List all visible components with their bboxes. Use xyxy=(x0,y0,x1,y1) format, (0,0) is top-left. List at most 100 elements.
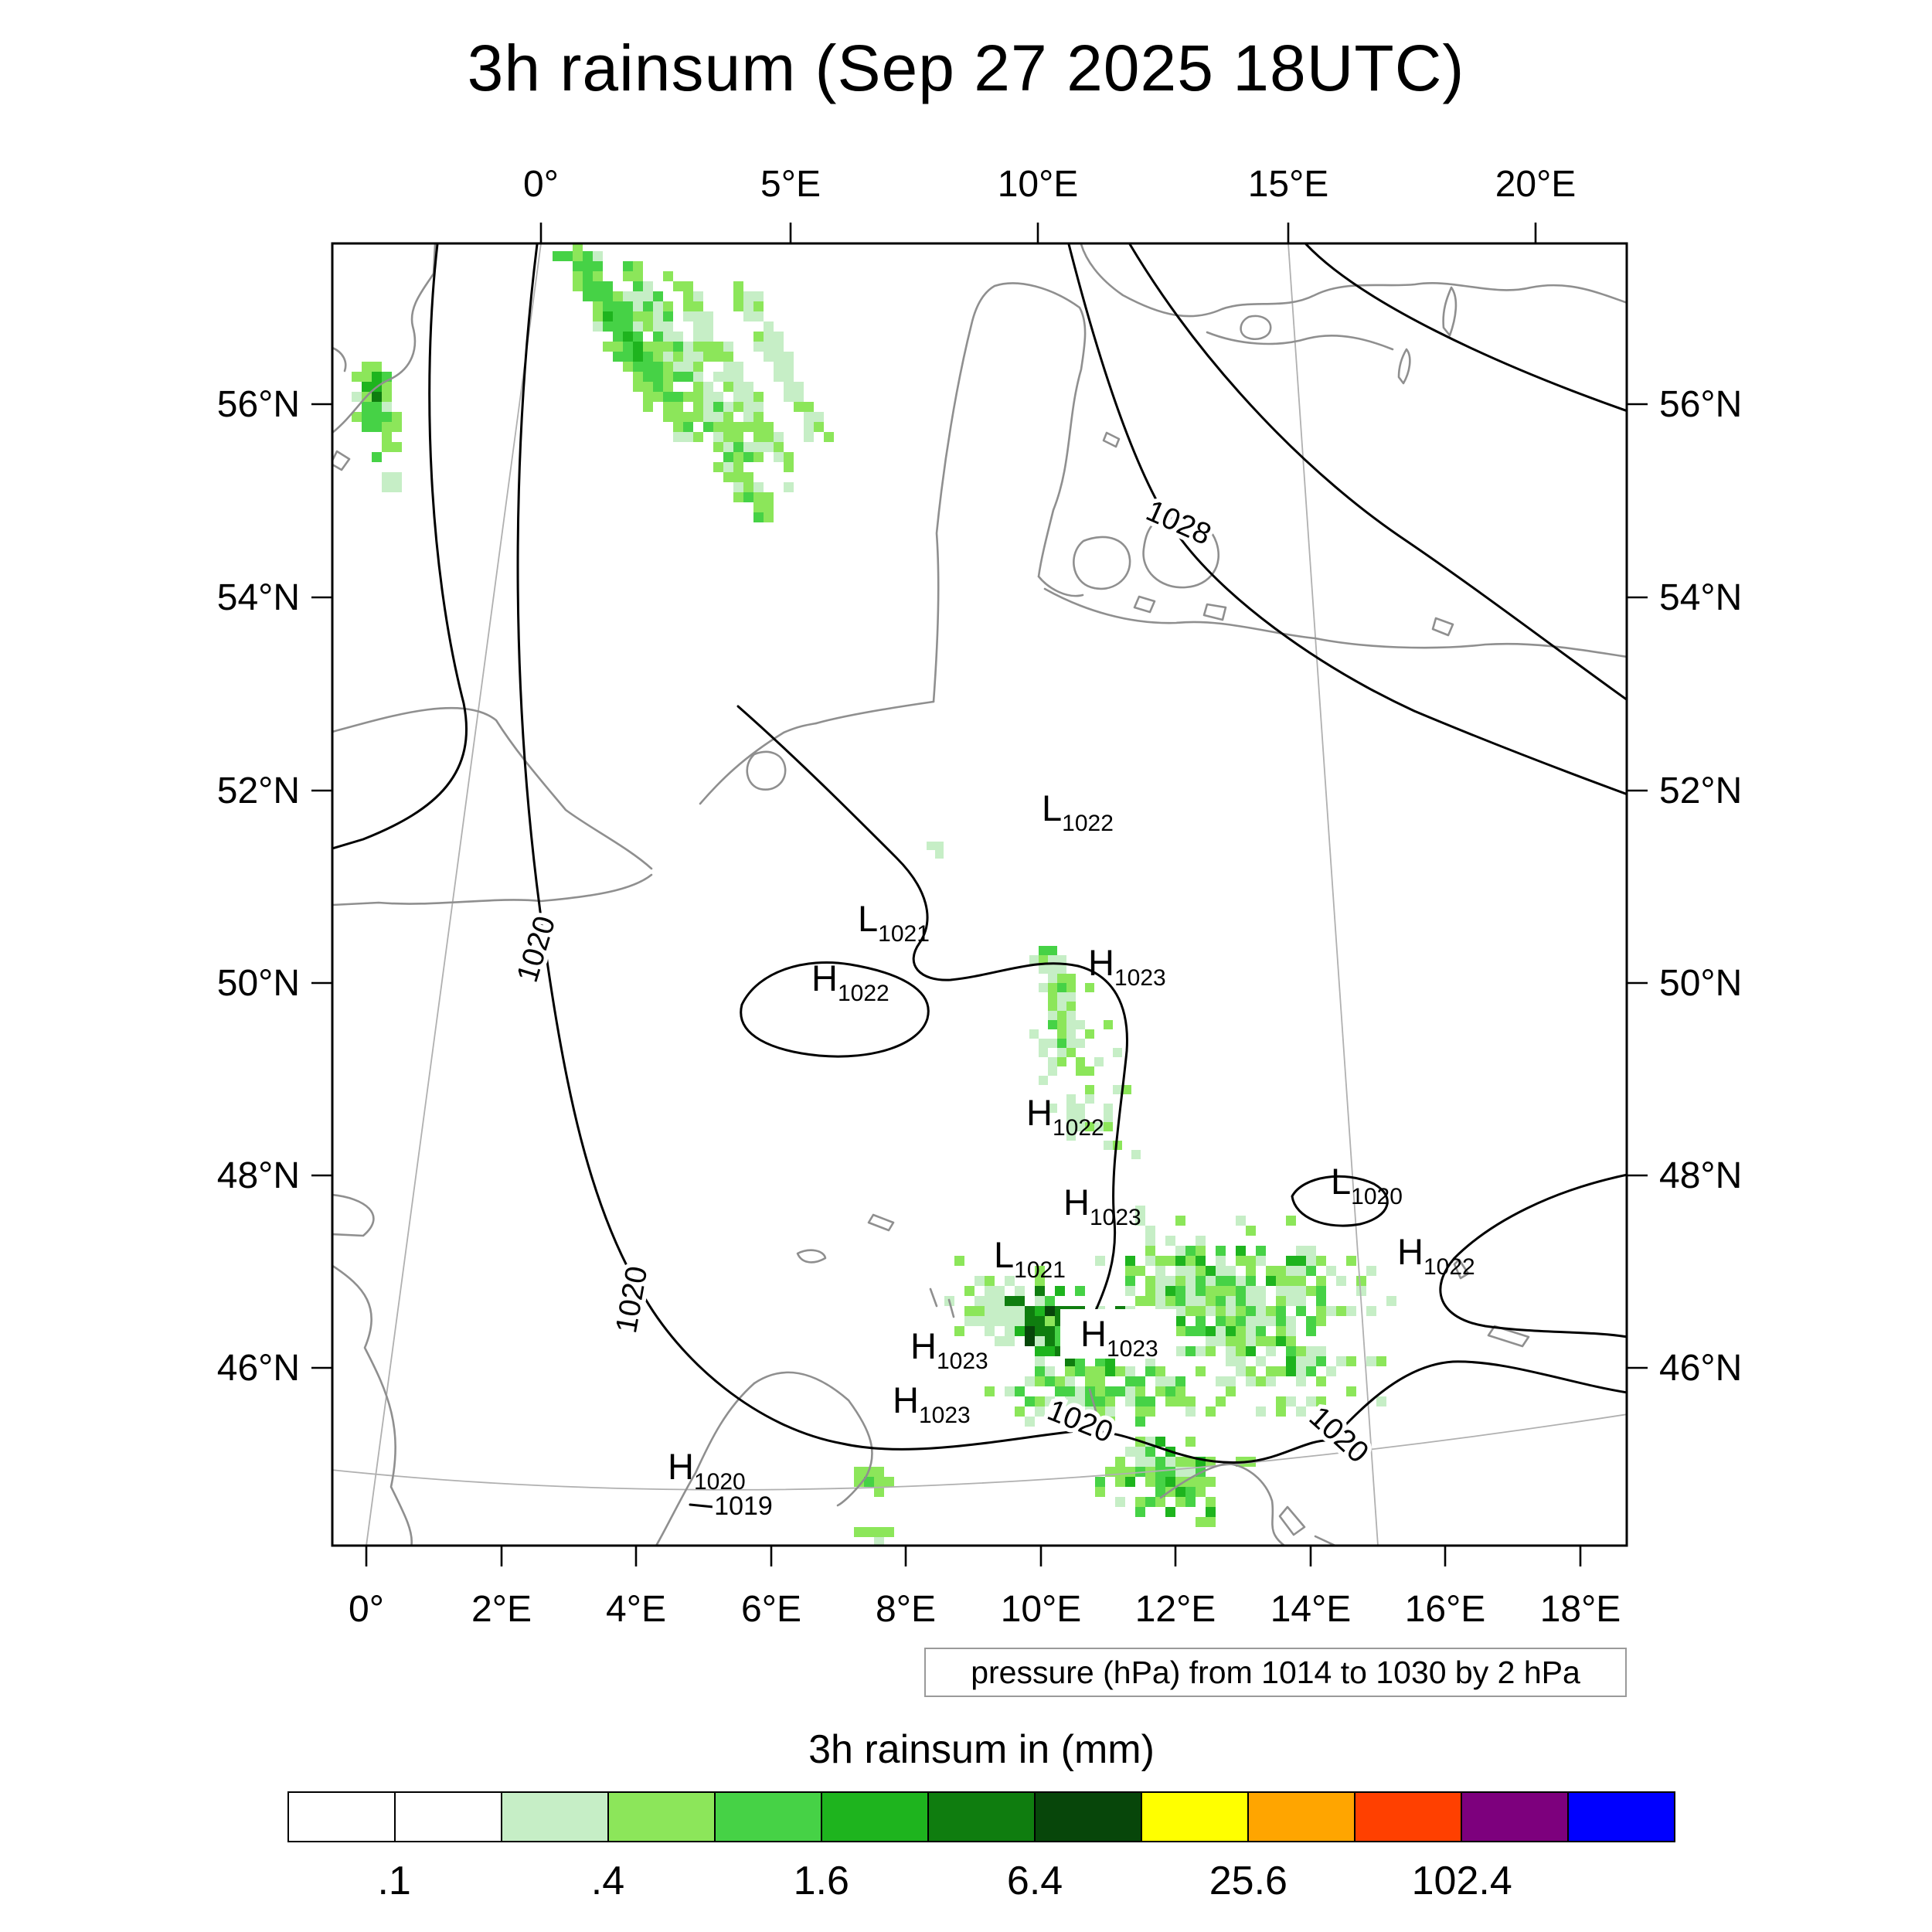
rain-cell xyxy=(1356,1276,1366,1286)
rain-cell xyxy=(683,291,693,301)
rain-cell xyxy=(713,412,723,422)
rain-cell xyxy=(1115,1477,1125,1487)
rain-cell xyxy=(1165,1467,1175,1477)
rain-cell xyxy=(673,432,683,442)
rain-cell xyxy=(995,1316,1005,1326)
rain-cell xyxy=(764,422,774,432)
coastline-german-bight xyxy=(815,700,935,725)
rain-cell xyxy=(623,321,633,332)
rain-cell xyxy=(1155,1457,1165,1467)
rain-cell xyxy=(1025,1306,1035,1316)
rain-cell xyxy=(1185,1276,1196,1286)
rain-cell xyxy=(784,382,794,392)
rain-cell xyxy=(613,332,623,342)
rain-cell xyxy=(1045,1396,1055,1406)
rain-cell xyxy=(1316,1316,1326,1326)
rain-cell xyxy=(1196,1236,1206,1246)
rain-cell xyxy=(1095,1376,1105,1386)
rain-cell xyxy=(1005,1316,1015,1326)
rain-cell xyxy=(1196,1326,1206,1336)
rain-cell xyxy=(733,362,743,372)
rain-cell xyxy=(1104,1104,1113,1113)
rain-cell xyxy=(1206,1326,1216,1336)
rain-cell xyxy=(713,432,723,442)
rain-cell xyxy=(1125,1256,1135,1266)
rain-cell xyxy=(623,332,633,342)
rain-cell xyxy=(1095,1386,1105,1396)
rain-cell xyxy=(1015,1306,1025,1316)
rain-cell xyxy=(703,412,713,422)
rain-cell xyxy=(1015,1296,1025,1306)
rain-cell xyxy=(753,432,764,442)
rain-cell xyxy=(1057,1057,1066,1066)
rain-cell xyxy=(1155,1376,1165,1386)
rain-cell xyxy=(693,412,703,422)
axis-left-0-label: 56°N xyxy=(217,384,300,425)
rain-cell xyxy=(693,342,703,352)
rain-cell xyxy=(372,412,382,422)
pressure-center-l-1021-8: L1021 xyxy=(994,1234,1066,1283)
rain-cell xyxy=(683,432,693,442)
rain-cell xyxy=(1165,1276,1175,1286)
rain-cell xyxy=(1165,1507,1175,1517)
rain-cell xyxy=(733,472,743,482)
rain-cell xyxy=(1135,1206,1145,1216)
rain-cell xyxy=(1145,1447,1155,1457)
rain-cell xyxy=(733,281,743,291)
rain-cell xyxy=(1346,1356,1356,1366)
rain-cell xyxy=(362,402,372,412)
rain-cell xyxy=(1216,1316,1226,1326)
rain-cell xyxy=(1094,1122,1104,1131)
rain-cell xyxy=(753,311,764,321)
rain-cell xyxy=(764,442,774,452)
rain-cell xyxy=(1105,1396,1115,1406)
rain-cell xyxy=(1206,1286,1216,1296)
rain-cell xyxy=(583,291,593,301)
rain-cell xyxy=(703,332,713,342)
rain-cell xyxy=(1057,1029,1066,1039)
pressure-center-l-1021-1: L1021 xyxy=(858,898,930,947)
axis-bottom-8-label: 16°E xyxy=(1405,1589,1486,1630)
rain-cell xyxy=(1025,1417,1035,1427)
rain-cell xyxy=(1045,1306,1055,1316)
axis-right-2-label: 52°N xyxy=(1659,770,1742,811)
rain-cell xyxy=(764,432,774,442)
rain-cell xyxy=(723,412,733,422)
rain-cell xyxy=(643,372,653,382)
rain-cell xyxy=(1256,1306,1266,1316)
rain-cell xyxy=(1105,1406,1115,1417)
rain-cell xyxy=(1048,1104,1057,1113)
rain-cell xyxy=(653,392,663,402)
coastline-vanern-lake xyxy=(1240,315,1272,340)
rain-cell xyxy=(1035,1366,1045,1376)
rain-cell xyxy=(1185,1406,1196,1417)
rain-cell xyxy=(673,332,683,342)
rain-cell xyxy=(372,392,382,402)
rain-cell xyxy=(1326,1306,1336,1316)
rain-cell xyxy=(1276,1296,1286,1306)
rain-cell xyxy=(723,342,733,352)
rain-cell xyxy=(1085,1376,1095,1386)
coastline-layer xyxy=(332,243,1627,1546)
rain-cell xyxy=(683,342,693,352)
rain-cell xyxy=(1276,1406,1286,1417)
rain-cell xyxy=(1125,1447,1135,1457)
axis-left-5-label: 46°N xyxy=(217,1348,300,1389)
rain-cell xyxy=(1076,1122,1085,1131)
isobar-1028 xyxy=(1067,243,1627,796)
rain-cell xyxy=(1206,1306,1216,1316)
rain-cell xyxy=(723,442,733,452)
rain-cell xyxy=(1296,1296,1306,1306)
rain-cell xyxy=(1286,1276,1296,1286)
rain-cell xyxy=(1085,1417,1095,1427)
rain-cell xyxy=(1216,1296,1226,1306)
colorbar-cell-0 xyxy=(287,1791,396,1842)
rain-cell xyxy=(733,372,743,382)
rain-cell xyxy=(985,1286,995,1296)
rain-cell xyxy=(954,1256,964,1266)
rain-cell xyxy=(623,271,633,281)
rain-cell xyxy=(1057,1002,1066,1011)
coastline-isle-b xyxy=(1202,603,1227,621)
rain-cell xyxy=(713,462,723,472)
